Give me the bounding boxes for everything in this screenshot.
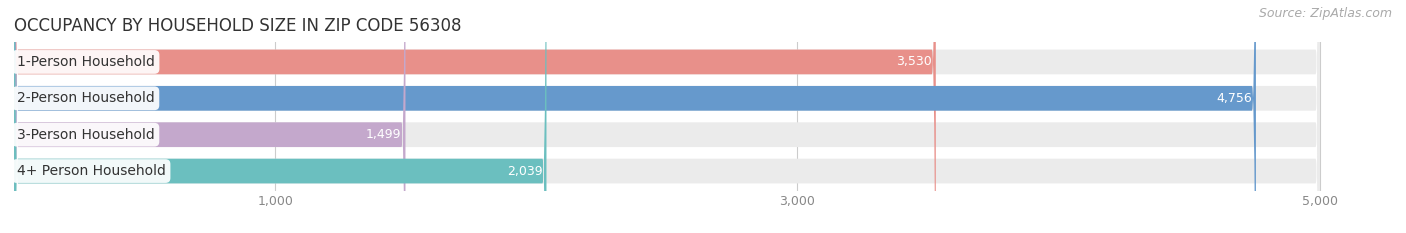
FancyBboxPatch shape	[14, 0, 1320, 233]
FancyBboxPatch shape	[14, 0, 1320, 233]
Text: Source: ZipAtlas.com: Source: ZipAtlas.com	[1258, 7, 1392, 20]
Text: OCCUPANCY BY HOUSEHOLD SIZE IN ZIP CODE 56308: OCCUPANCY BY HOUSEHOLD SIZE IN ZIP CODE …	[14, 17, 461, 35]
Text: 3-Person Household: 3-Person Household	[17, 128, 155, 142]
FancyBboxPatch shape	[14, 0, 405, 233]
FancyBboxPatch shape	[14, 0, 547, 233]
Text: 2-Person Household: 2-Person Household	[17, 91, 155, 105]
Text: 4,756: 4,756	[1216, 92, 1251, 105]
FancyBboxPatch shape	[14, 0, 1320, 233]
Text: 4+ Person Household: 4+ Person Household	[17, 164, 166, 178]
FancyBboxPatch shape	[14, 0, 1256, 233]
Text: 2,039: 2,039	[508, 164, 543, 178]
Text: 1-Person Household: 1-Person Household	[17, 55, 155, 69]
FancyBboxPatch shape	[14, 0, 1320, 233]
Text: 1,499: 1,499	[366, 128, 402, 141]
Text: 3,530: 3,530	[896, 55, 932, 69]
FancyBboxPatch shape	[14, 0, 936, 233]
